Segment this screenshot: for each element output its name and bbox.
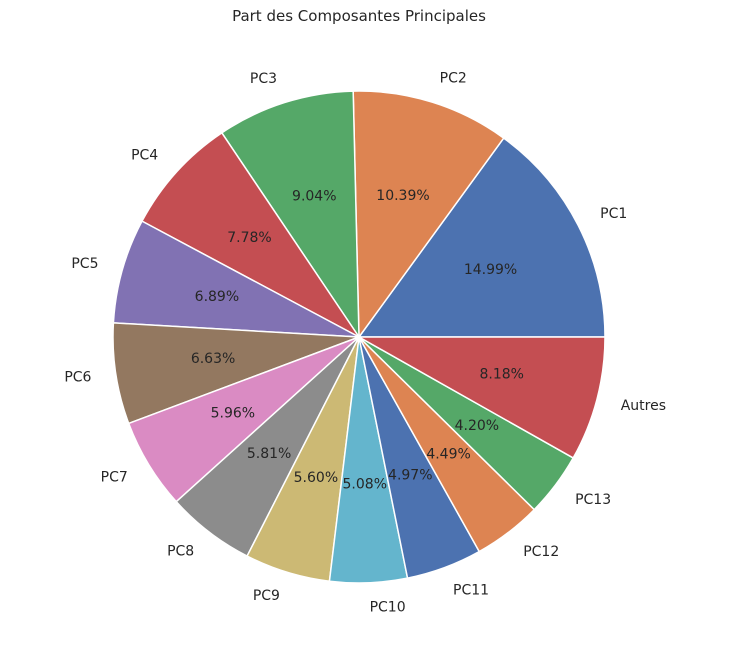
slice-label-pc13: PC13 [575, 492, 611, 508]
pct-label-pc8: 5.81% [247, 446, 291, 462]
slice-label-pc6: PC6 [64, 370, 91, 386]
pie-slice-pc5 [112, 220, 360, 338]
slice-label-pc7: PC7 [101, 470, 128, 486]
slice-label-pc12: PC12 [523, 544, 559, 560]
pct-label-pc3: 9.04% [292, 188, 336, 204]
slice-label-pc1: PC1 [600, 206, 627, 222]
pct-label-pc6: 6.63% [191, 351, 235, 367]
chart-title: Part des Composantes Principales [232, 7, 486, 25]
slice-label-pc11: PC11 [453, 583, 489, 599]
slice-label-pc10: PC10 [370, 599, 406, 615]
pct-label-pc10: 5.08% [343, 476, 387, 492]
slice-label-pc2: PC2 [440, 71, 467, 87]
pct-label-pc1: 14.99% [464, 262, 517, 278]
pct-label-pc7: 5.96% [211, 406, 255, 422]
slice-label-pc5: PC5 [71, 256, 98, 272]
pct-label-pc5: 6.89% [195, 289, 239, 305]
pie-slice-autres [358, 336, 606, 459]
pct-label-pc2: 10.39% [376, 188, 429, 204]
pct-label-pc12: 4.49% [426, 446, 470, 462]
pie-slice-pc1 [358, 137, 606, 338]
slice-label-pc3: PC3 [250, 71, 277, 87]
pie-slice-pc2 [352, 90, 505, 338]
slice-label-pc9: PC9 [253, 588, 280, 604]
pct-label-pc4: 7.78% [227, 230, 271, 246]
pct-label-pc9: 5.60% [294, 470, 338, 486]
pie-slice-pc3 [221, 90, 360, 338]
pct-label-pc11: 4.97% [388, 467, 432, 483]
pie-slice-pc4 [141, 132, 360, 338]
pct-label-pc13: 4.20% [455, 418, 499, 434]
pie-labels: PC1 14.99% PC2 10.39% PC3 9.04% PC4 7.78% PC5 6.8… [64, 71, 666, 616]
slice-label-pc8: PC8 [167, 544, 194, 560]
pie-slices [112, 90, 606, 584]
pct-label-autres: 8.18% [480, 367, 524, 383]
slice-label-autres: Autres [621, 398, 666, 414]
slice-label-pc4: PC4 [131, 148, 158, 164]
